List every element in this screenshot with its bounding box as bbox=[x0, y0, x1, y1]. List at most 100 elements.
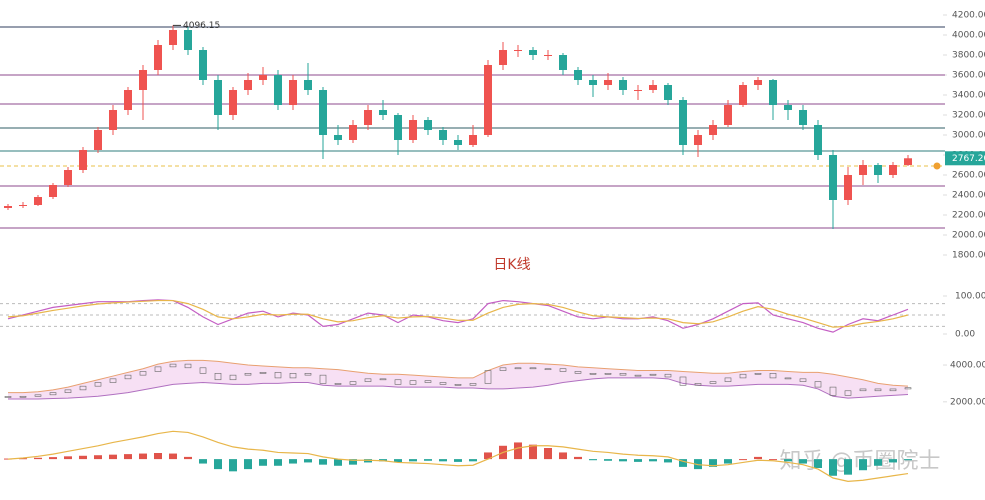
candle-body bbox=[244, 80, 252, 90]
macd-bar bbox=[94, 455, 102, 460]
peak-annotation: 4096.15 bbox=[183, 21, 220, 31]
mini-candle bbox=[304, 373, 312, 376]
candle-body bbox=[124, 90, 132, 110]
mini-candle bbox=[289, 373, 297, 379]
macd-bar bbox=[754, 456, 762, 460]
candle-body bbox=[484, 65, 492, 135]
candle-body bbox=[334, 135, 342, 140]
candle-body bbox=[724, 105, 732, 125]
candle-body bbox=[499, 50, 507, 65]
macd-bar bbox=[859, 459, 867, 471]
mini-candle bbox=[109, 378, 117, 383]
mini-candle bbox=[799, 378, 807, 382]
candle-body bbox=[769, 80, 777, 105]
band-upper bbox=[8, 359, 909, 394]
candle-body bbox=[94, 130, 102, 150]
macd-bar bbox=[79, 455, 87, 460]
candle-body bbox=[574, 70, 582, 80]
macd-bar bbox=[529, 444, 537, 460]
candle-body bbox=[64, 170, 72, 185]
chart-title: 日K线 bbox=[493, 257, 530, 273]
macd-bar bbox=[19, 458, 27, 460]
y-tick-label: 4200.00 bbox=[952, 11, 985, 21]
candle-body bbox=[664, 85, 672, 100]
macd-bar bbox=[289, 459, 297, 464]
mini-candle bbox=[454, 384, 462, 386]
mini-candle bbox=[499, 367, 507, 371]
candle-body bbox=[364, 110, 372, 125]
mini-candle bbox=[859, 388, 867, 392]
candle-body bbox=[679, 100, 687, 145]
macd-bar bbox=[424, 459, 432, 461]
macd-bar bbox=[589, 459, 597, 461]
candle-body bbox=[649, 85, 657, 90]
y-tick-label: 4000.00 bbox=[952, 31, 985, 41]
candle-body bbox=[634, 90, 642, 91]
macd-bar bbox=[244, 459, 252, 470]
indicator-line bbox=[7, 299, 909, 328]
mini-candle bbox=[64, 389, 72, 393]
mini-candle bbox=[844, 390, 852, 396]
macd-bar bbox=[64, 456, 72, 460]
candle-body bbox=[619, 80, 627, 90]
macd-bar bbox=[259, 459, 267, 466]
candle-body bbox=[259, 75, 267, 80]
macd-bar bbox=[889, 459, 897, 463]
candle-body bbox=[274, 75, 282, 105]
mini-candle bbox=[154, 366, 162, 372]
y-tick-label: 2000.00 bbox=[950, 397, 985, 407]
candle-body bbox=[304, 80, 312, 90]
price-tag-label: 2767.20 bbox=[952, 154, 985, 164]
macd-bar bbox=[904, 459, 912, 461]
mini-candle bbox=[664, 373, 672, 378]
mini-candle bbox=[769, 373, 777, 379]
candle-body bbox=[859, 165, 867, 175]
candle-body bbox=[589, 80, 597, 85]
candle-body bbox=[79, 150, 87, 170]
mini-candle bbox=[409, 380, 417, 385]
macd-bar bbox=[874, 459, 882, 466]
mini-candle bbox=[34, 394, 42, 397]
mini-candle bbox=[229, 374, 237, 381]
y-tick-label: 2400.00 bbox=[952, 191, 985, 201]
macd-bar bbox=[394, 459, 402, 463]
macd-bar bbox=[619, 459, 627, 462]
candle-body bbox=[694, 135, 702, 145]
macd-bar bbox=[124, 454, 132, 460]
candle-body bbox=[709, 125, 717, 135]
y-tick-label: 4000.00 bbox=[950, 361, 985, 371]
candle-body bbox=[199, 50, 207, 80]
macd-bar bbox=[484, 452, 492, 460]
candle-body bbox=[544, 55, 552, 56]
candle-body bbox=[514, 50, 522, 51]
mini-candle bbox=[544, 368, 552, 371]
candle-body bbox=[289, 80, 297, 105]
mini-candle bbox=[379, 378, 387, 381]
macd-bar bbox=[649, 459, 657, 462]
candle-body bbox=[799, 110, 807, 125]
y-tick-label: 3400.00 bbox=[952, 91, 985, 101]
macd-bar bbox=[829, 459, 837, 476]
y-tick-label: 1800.00 bbox=[952, 251, 985, 261]
macd-bar bbox=[409, 459, 417, 462]
macd-bar bbox=[469, 459, 477, 462]
band-fill bbox=[8, 360, 908, 400]
mini-candle bbox=[274, 372, 282, 379]
mini-candle bbox=[139, 371, 147, 376]
price-tag bbox=[945, 151, 985, 166]
candle-body bbox=[604, 80, 612, 85]
mini-candle bbox=[649, 373, 657, 376]
y-tick-label: 0.00 bbox=[955, 330, 975, 340]
candle-body bbox=[139, 70, 147, 90]
mini-candle bbox=[589, 373, 597, 375]
macd-bar bbox=[559, 452, 567, 460]
mini-candle bbox=[364, 378, 372, 382]
mini-candle bbox=[904, 387, 912, 390]
macd-bar bbox=[814, 459, 822, 468]
mini-candle bbox=[679, 376, 687, 386]
mini-candle bbox=[19, 395, 27, 398]
y-tick-label: 100.00 bbox=[955, 292, 985, 302]
candle-body bbox=[904, 158, 912, 165]
y-tick-label: 3200.00 bbox=[952, 111, 985, 121]
macd-line bbox=[7, 430, 909, 482]
